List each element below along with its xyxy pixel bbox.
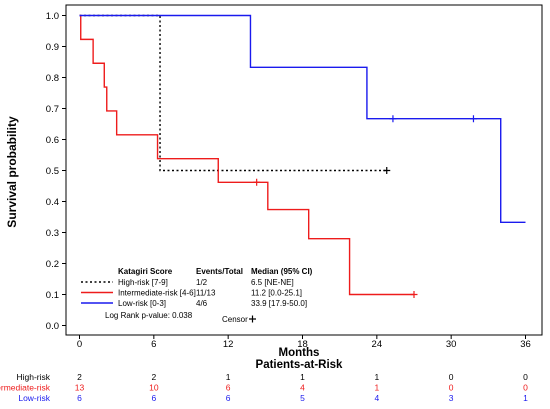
y-axis: 0.0 0.1 0.2 0.3 0.4 0.5 0.6 0.7 0.8 0.9 1.0 <box>46 11 66 332</box>
risk-row-label-2: Low-risk <box>18 393 50 403</box>
x-tick-label: 12 <box>223 339 234 350</box>
risk-count: 0 <box>523 383 528 393</box>
legend-header-score: Katagiri Score <box>118 267 173 276</box>
risk-count: 2 <box>151 372 156 382</box>
y-tick-label: 0.3 <box>46 228 59 239</box>
survival-curves <box>79 14 526 298</box>
risk-count: 1 <box>523 393 528 403</box>
legend-header-median: Median (95% CI) <box>251 267 313 276</box>
risk-count: 1 <box>300 372 305 382</box>
risk-row-label-0: High-risk <box>16 372 50 382</box>
x-tick-label: 24 <box>372 339 383 350</box>
legend-events-1: 11/13 <box>196 289 216 298</box>
legend-events-2: 4/6 <box>196 299 208 308</box>
censor-mark <box>410 291 418 298</box>
risk-count: 3 <box>449 393 454 403</box>
x-tick-label: 6 <box>151 339 156 350</box>
y-tick-label: 0.2 <box>46 259 59 270</box>
risk-count: 1 <box>226 372 231 382</box>
legend-median-0: 6.5 [NE-NE] <box>251 278 294 287</box>
censor-mark <box>383 167 391 174</box>
risk-count: 6 <box>226 393 231 403</box>
x-axis: 0 6 12 18 24 30 36 <box>77 335 531 350</box>
series-line-2 <box>79 14 526 223</box>
risk-table-title: Patients-at-Risk <box>256 359 344 371</box>
censor-legend-icon <box>249 315 256 323</box>
legend-events-0: 1/2 <box>196 278 208 287</box>
risk-count: 13 <box>75 383 85 393</box>
series-line-0 <box>79 14 387 172</box>
risk-count: 10 <box>149 383 159 393</box>
y-tick-label: 0.7 <box>46 104 59 115</box>
x-tick-label: 36 <box>520 339 531 350</box>
x-tick-label: 0 <box>77 339 82 350</box>
risk-count: 4 <box>374 393 379 403</box>
y-tick-label: 0.6 <box>46 135 59 146</box>
y-tick-label: 0.0 <box>46 321 59 332</box>
logrank-text: Log Rank p-value: 0.038 <box>105 311 193 320</box>
risk-count: 1 <box>374 372 379 382</box>
y-tick-label: 0.1 <box>46 290 59 301</box>
y-tick-label: 0.9 <box>46 42 59 53</box>
series-line-1 <box>79 14 414 296</box>
risk-count: 6 <box>226 383 231 393</box>
x-axis-label: Months <box>279 347 320 359</box>
legend-label-2: Low-risk [0-3] <box>118 299 166 308</box>
censor-mark <box>469 115 477 123</box>
risk-count: 1 <box>374 383 379 393</box>
y-tick-label: 0.8 <box>46 73 59 84</box>
y-axis-label: Survival probability <box>5 116 19 228</box>
risk-count: 6 <box>77 393 82 403</box>
legend: Katagiri Score Events/Total Median (95% CI… <box>81 267 313 324</box>
legend-label-1: Intermediate-risk [4-6] <box>118 289 196 298</box>
censor-mark <box>253 178 261 186</box>
risk-count: 0 <box>449 383 454 393</box>
y-tick-label: 0.4 <box>46 197 59 208</box>
legend-label-0: High-risk [7-9] <box>118 278 168 287</box>
legend-header-events: Events/Total <box>196 267 243 276</box>
x-tick-label: 18 <box>297 339 308 350</box>
y-tick-label: 1.0 <box>46 11 59 22</box>
risk-count: 6 <box>151 393 156 403</box>
censor-legend-label: Censor <box>222 315 248 324</box>
risk-row-label-1: Intermediate-risk <box>0 383 51 393</box>
risk-count: 0 <box>449 372 454 382</box>
risk-table: High-risk2211100Intermediate-risk1310641… <box>0 372 528 403</box>
risk-count: 2 <box>77 372 82 382</box>
risk-count: 4 <box>300 383 305 393</box>
risk-count: 5 <box>300 393 305 403</box>
x-tick-label: 30 <box>446 339 457 350</box>
risk-count: 0 <box>523 372 528 382</box>
legend-median-1: 11.2 [0.0-25.1] <box>251 289 302 298</box>
censor-mark <box>389 115 397 123</box>
y-tick-label: 0.5 <box>46 166 59 177</box>
legend-median-2: 33.9 [17.9-50.0] <box>251 299 307 308</box>
